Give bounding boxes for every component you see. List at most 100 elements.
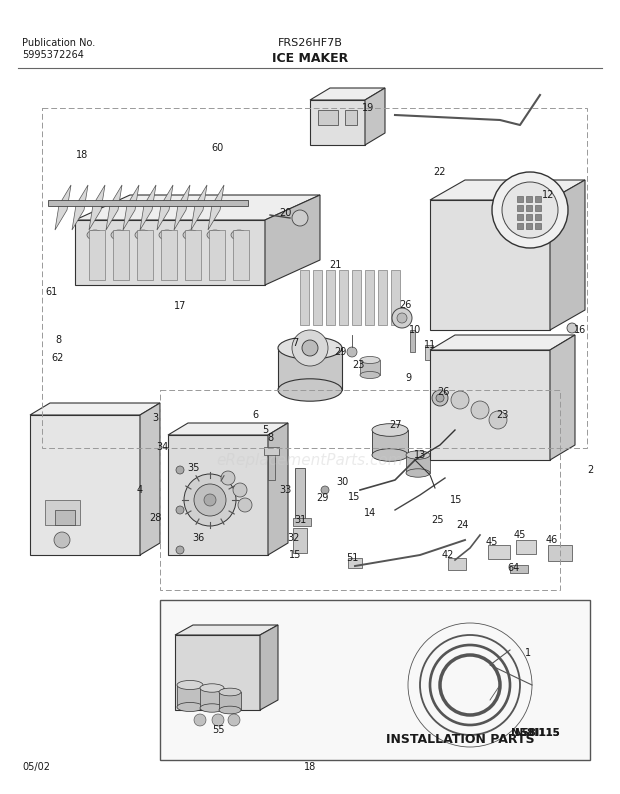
Circle shape xyxy=(233,483,247,497)
Text: 45: 45 xyxy=(486,537,498,547)
Bar xyxy=(345,110,357,125)
Polygon shape xyxy=(550,180,585,330)
Ellipse shape xyxy=(372,424,408,436)
Text: 10: 10 xyxy=(409,325,421,335)
Bar xyxy=(293,518,311,526)
Text: N58I115: N58I115 xyxy=(515,728,560,738)
Ellipse shape xyxy=(406,468,430,477)
Polygon shape xyxy=(175,625,278,635)
Text: 17: 17 xyxy=(174,301,186,311)
Ellipse shape xyxy=(278,379,342,401)
Bar xyxy=(293,528,307,553)
Bar xyxy=(510,565,528,573)
Polygon shape xyxy=(168,435,268,555)
Circle shape xyxy=(451,391,469,409)
Bar xyxy=(517,223,523,229)
Text: 18: 18 xyxy=(304,762,316,772)
Circle shape xyxy=(176,466,184,474)
Text: 6: 6 xyxy=(252,410,258,420)
Polygon shape xyxy=(175,635,260,710)
Bar xyxy=(517,196,523,202)
Text: 13: 13 xyxy=(414,450,426,460)
Ellipse shape xyxy=(177,703,203,711)
Polygon shape xyxy=(191,185,207,230)
Text: 33: 33 xyxy=(279,485,291,495)
Text: 7: 7 xyxy=(292,338,298,348)
Circle shape xyxy=(204,494,216,506)
Polygon shape xyxy=(72,185,88,230)
Text: 4: 4 xyxy=(137,485,143,495)
Polygon shape xyxy=(430,180,585,200)
Bar xyxy=(233,230,249,280)
Text: 42: 42 xyxy=(442,550,454,560)
Circle shape xyxy=(212,714,224,726)
Bar xyxy=(137,230,153,280)
Text: 18: 18 xyxy=(76,150,88,160)
Text: 05/02: 05/02 xyxy=(22,762,50,772)
Bar xyxy=(300,270,309,325)
Polygon shape xyxy=(106,185,122,230)
Bar xyxy=(209,230,225,280)
Bar xyxy=(535,196,541,202)
Polygon shape xyxy=(310,100,365,145)
Bar xyxy=(406,455,430,473)
Text: 60: 60 xyxy=(212,143,224,153)
Polygon shape xyxy=(30,403,160,415)
Text: 32: 32 xyxy=(287,533,299,543)
Bar xyxy=(295,468,305,523)
Polygon shape xyxy=(268,423,288,555)
Circle shape xyxy=(238,498,252,512)
Bar xyxy=(42,108,587,448)
Circle shape xyxy=(292,210,308,226)
Polygon shape xyxy=(75,195,320,220)
Ellipse shape xyxy=(200,684,224,692)
Text: 25: 25 xyxy=(432,515,445,525)
Polygon shape xyxy=(430,200,550,330)
Bar xyxy=(517,214,523,220)
Ellipse shape xyxy=(231,230,247,240)
Circle shape xyxy=(567,323,577,333)
Ellipse shape xyxy=(177,680,203,689)
Bar xyxy=(535,205,541,211)
Bar xyxy=(268,450,275,480)
Polygon shape xyxy=(174,185,190,230)
Ellipse shape xyxy=(372,449,408,461)
Text: 29: 29 xyxy=(316,493,328,503)
Ellipse shape xyxy=(159,230,175,240)
Text: 21: 21 xyxy=(329,260,341,270)
Text: 45: 45 xyxy=(514,530,526,540)
Circle shape xyxy=(228,714,240,726)
Ellipse shape xyxy=(135,230,151,240)
Bar xyxy=(160,600,590,760)
Text: 5: 5 xyxy=(262,425,268,435)
Polygon shape xyxy=(30,415,140,555)
Text: ICE MAKER: ICE MAKER xyxy=(272,52,348,65)
Text: 30: 30 xyxy=(336,477,348,487)
Text: 36: 36 xyxy=(192,533,204,543)
Circle shape xyxy=(321,486,329,494)
Text: 1: 1 xyxy=(525,648,531,658)
Circle shape xyxy=(292,330,328,366)
Text: 22: 22 xyxy=(434,167,446,177)
Bar xyxy=(185,230,201,280)
Polygon shape xyxy=(430,350,550,460)
Bar xyxy=(448,558,466,570)
Circle shape xyxy=(347,347,357,357)
Bar xyxy=(548,545,572,561)
Text: INSTALLATION PARTS: INSTALLATION PARTS xyxy=(386,733,534,746)
Text: 15: 15 xyxy=(289,550,301,560)
Bar xyxy=(517,205,523,211)
Text: 27: 27 xyxy=(390,420,402,430)
Bar xyxy=(391,270,400,325)
Bar xyxy=(348,558,362,568)
Text: 3: 3 xyxy=(152,413,158,423)
Circle shape xyxy=(397,313,407,323)
Circle shape xyxy=(492,172,568,248)
Circle shape xyxy=(471,401,489,419)
Polygon shape xyxy=(310,88,385,100)
Text: 15: 15 xyxy=(450,495,462,505)
Bar xyxy=(410,330,415,352)
Ellipse shape xyxy=(87,230,103,240)
Text: 55: 55 xyxy=(212,725,224,735)
Ellipse shape xyxy=(219,688,241,696)
